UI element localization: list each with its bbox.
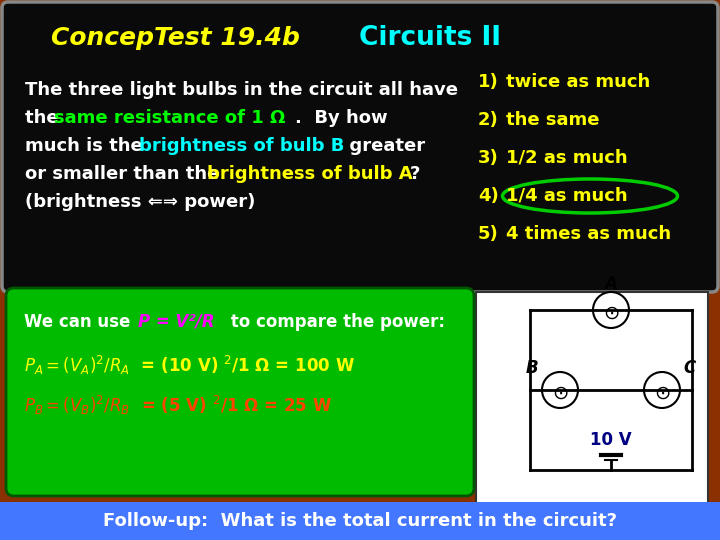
- Text: B: B: [526, 359, 539, 377]
- Text: ⊙: ⊙: [552, 383, 568, 402]
- Text: greater: greater: [337, 137, 425, 155]
- Text: twice as much: twice as much: [506, 73, 650, 91]
- Text: We can use: We can use: [24, 313, 136, 331]
- Text: or smaller than the: or smaller than the: [25, 165, 225, 183]
- FancyBboxPatch shape: [6, 288, 474, 496]
- Text: $P_B = (V_B)^2/R_B$  = (5 V) $^2$/1 Ω = 25 W: $P_B = (V_B)^2/R_B$ = (5 V) $^2$/1 Ω = 2…: [24, 394, 332, 416]
- FancyBboxPatch shape: [0, 502, 720, 540]
- Text: 1/4 as much: 1/4 as much: [506, 187, 628, 205]
- Text: same resistance of 1 Ω: same resistance of 1 Ω: [54, 109, 285, 127]
- Text: 4 times as much: 4 times as much: [506, 225, 671, 243]
- Circle shape: [644, 372, 680, 408]
- Text: ?: ?: [410, 165, 420, 183]
- Text: brightness of bulb B: brightness of bulb B: [139, 137, 344, 155]
- Text: 1): 1): [478, 73, 499, 91]
- Text: 10 V: 10 V: [590, 431, 632, 449]
- Text: 4): 4): [478, 187, 499, 205]
- Text: A: A: [605, 275, 618, 293]
- Text: P = V²/R: P = V²/R: [138, 313, 215, 331]
- FancyBboxPatch shape: [2, 2, 718, 292]
- Text: (brightness ⇐⇒ power): (brightness ⇐⇒ power): [25, 193, 256, 211]
- Text: to compare the power:: to compare the power:: [225, 313, 445, 331]
- Circle shape: [593, 292, 629, 328]
- Text: .  By how: . By how: [295, 109, 387, 127]
- Text: 3): 3): [478, 149, 499, 167]
- Text: 2): 2): [478, 111, 499, 129]
- Text: 5): 5): [478, 225, 499, 243]
- Text: Circuits II: Circuits II: [359, 25, 501, 51]
- Circle shape: [542, 372, 578, 408]
- Text: $P_A = (V_A)^2/R_A$  = (10 V) $^2$/1 Ω = 100 W: $P_A = (V_A)^2/R_A$ = (10 V) $^2$/1 Ω = …: [24, 354, 355, 376]
- Text: The three light bulbs in the circuit all have: The three light bulbs in the circuit all…: [25, 81, 458, 99]
- Text: C: C: [684, 359, 696, 377]
- FancyBboxPatch shape: [476, 292, 708, 512]
- Text: much is the: much is the: [25, 137, 149, 155]
- Text: ⊙: ⊙: [603, 303, 619, 322]
- Text: 1/2 as much: 1/2 as much: [506, 149, 628, 167]
- Text: the: the: [25, 109, 65, 127]
- Text: ⊙: ⊙: [654, 383, 670, 402]
- Text: the same: the same: [506, 111, 600, 129]
- Text: Follow-up:  What is the total current in the circuit?: Follow-up: What is the total current in …: [103, 512, 617, 530]
- Text: brightness of bulb A: brightness of bulb A: [207, 165, 413, 183]
- Text: ConcepTest 19.4b: ConcepTest 19.4b: [50, 26, 300, 50]
